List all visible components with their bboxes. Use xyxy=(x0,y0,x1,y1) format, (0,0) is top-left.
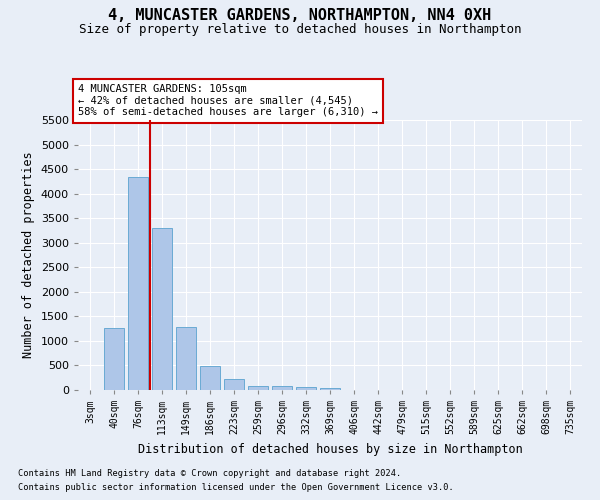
Bar xyxy=(296,388,316,390)
Text: Contains HM Land Registry data © Crown copyright and database right 2024.: Contains HM Land Registry data © Crown c… xyxy=(18,468,401,477)
Text: 4 MUNCASTER GARDENS: 105sqm
← 42% of detached houses are smaller (4,545)
58% of : 4 MUNCASTER GARDENS: 105sqm ← 42% of det… xyxy=(78,84,378,117)
Text: Contains public sector information licensed under the Open Government Licence v3: Contains public sector information licen… xyxy=(18,484,454,492)
Bar xyxy=(248,386,268,390)
Y-axis label: Number of detached properties: Number of detached properties xyxy=(22,152,35,358)
Text: Distribution of detached houses by size in Northampton: Distribution of detached houses by size … xyxy=(137,442,523,456)
Bar xyxy=(176,327,196,390)
Bar xyxy=(272,386,292,390)
Bar xyxy=(128,178,148,390)
Bar xyxy=(224,379,244,390)
Bar xyxy=(152,228,172,390)
Text: 4, MUNCASTER GARDENS, NORTHAMPTON, NN4 0XH: 4, MUNCASTER GARDENS, NORTHAMPTON, NN4 0… xyxy=(109,8,491,22)
Bar xyxy=(104,328,124,390)
Text: Size of property relative to detached houses in Northampton: Size of property relative to detached ho… xyxy=(79,22,521,36)
Bar xyxy=(320,388,340,390)
Bar xyxy=(200,366,220,390)
